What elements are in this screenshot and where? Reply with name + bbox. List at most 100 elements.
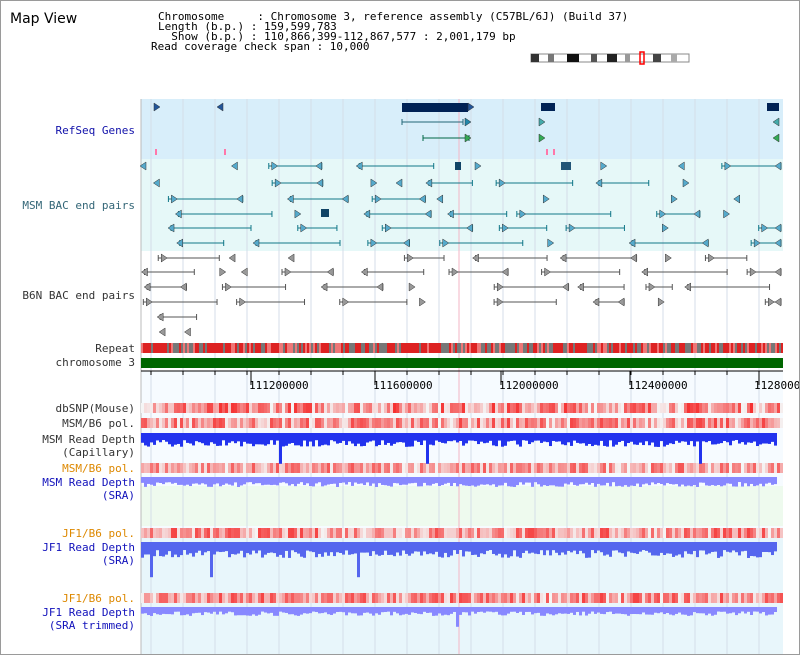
msm-b6-pol-heat-cell xyxy=(234,418,237,428)
msm-b6-pol-heat-cell xyxy=(231,418,234,428)
msm-sra-depth-bar xyxy=(732,477,735,487)
track-label-msm-read-depth[interactable]: MSM Read Depth xyxy=(42,433,135,446)
msm-b6-pol-sra-heat-cell xyxy=(375,463,378,473)
repeat-block xyxy=(339,343,341,353)
dbsnp-heat-cell xyxy=(195,403,198,413)
msm-bac-cluster xyxy=(455,162,461,170)
msm-capillary-depth-bar xyxy=(267,433,270,445)
jf1-sra-depth-bar xyxy=(309,542,312,552)
track-label-jf1-depth[interactable]: JF1 Read Depth xyxy=(42,541,135,554)
dbsnp-heat-cell xyxy=(462,403,465,413)
msm-b6-pol-heat-cell xyxy=(495,418,498,428)
dbsnp-heat-cell xyxy=(414,403,417,413)
jf1-sra-depth-bar xyxy=(723,542,726,551)
repeat-block xyxy=(213,343,215,353)
track-label-jf1-depth-trimmed[interactable]: JF1 Read Depth xyxy=(42,606,135,619)
jf1-sra-depth-bar xyxy=(459,542,462,551)
track-label-jf1-b6-pol-2[interactable]: JF1/B6 pol. xyxy=(62,592,135,605)
jf1-b6-pol-2-heat-cell xyxy=(540,593,543,603)
repeat-block xyxy=(247,343,249,353)
b6n-bac-end xyxy=(617,297,625,307)
msm-sra-depth-bar xyxy=(528,477,531,483)
jf1-b6-pol-2-heat-cell xyxy=(162,593,165,603)
jf1-sra-depth-bar xyxy=(729,542,732,553)
repeat-block xyxy=(407,343,409,353)
dbsnp-heat-cell xyxy=(741,403,744,413)
jf1-b6-pol-heat-cell xyxy=(624,528,627,538)
jf1-b6-pol-2-heat-cell xyxy=(294,593,297,603)
track-label-msm-b6-pol-sra[interactable]: MSM/B6 pol. xyxy=(62,462,135,475)
msm-b6-pol-sra-heat-cell xyxy=(504,463,507,473)
msm-sra-depth-bar xyxy=(222,477,225,485)
msm-bac-end xyxy=(600,161,608,171)
jf1-sra-depth-bar xyxy=(741,542,744,552)
jf1-sra-trimmed-depth-bar xyxy=(681,607,684,615)
msm-b6-pol-sra-heat-cell xyxy=(507,463,510,473)
jf1-b6-pol-2-heat-cell xyxy=(693,593,696,603)
jf1-sra-depth-bar xyxy=(750,542,753,557)
msm-sra-depth-bar xyxy=(378,477,381,484)
msm-b6-pol-heat-cell xyxy=(621,418,624,428)
msm-b6-pol-sra-heat-cell xyxy=(417,463,420,473)
repeat-block xyxy=(595,343,597,353)
msm-sra-depth-bar xyxy=(360,477,363,484)
jf1-sra-depth-bar xyxy=(648,542,651,553)
msm-capillary-depth-bar xyxy=(438,433,441,442)
msm-sra-depth-bar xyxy=(252,477,255,485)
track-label-refseq[interactable]: RefSeq Genes xyxy=(55,124,135,137)
msm-b6-pol-sra-heat-cell xyxy=(387,463,390,473)
repeat-block xyxy=(565,343,567,353)
jf1-sra-depth-bar xyxy=(210,542,213,578)
track-label-dbsnp[interactable]: dbSNP(Mouse) xyxy=(55,402,135,415)
msm-b6-pol-heat-cell xyxy=(732,418,735,428)
jf1-sra-trimmed-depth-bar xyxy=(603,607,606,615)
msm-sra-depth-bar xyxy=(228,477,231,485)
repeat-block xyxy=(361,343,363,353)
dbsnp-heat-cell xyxy=(153,403,156,413)
track-label-msm-sra-depth[interactable]: MSM Read Depth xyxy=(42,476,135,489)
refseq-small-mark xyxy=(155,149,157,155)
msm-sra-depth-bar xyxy=(315,477,318,484)
msm-bac-end xyxy=(363,209,371,219)
msm-b6-pol-sra-heat-cell xyxy=(561,463,564,473)
jf1-b6-pol-2-heat-cell xyxy=(147,593,150,603)
jf1-b6-pol-heat-cell xyxy=(399,528,402,538)
jf1-sra-depth-bar xyxy=(486,542,489,551)
msm-capillary-depth-bar xyxy=(180,433,183,447)
msm-b6-pol-heat-cell xyxy=(276,418,279,428)
repeat-block xyxy=(163,343,165,353)
dbsnp-heat-cell xyxy=(714,403,717,413)
jf1-b6-pol-2-heat-cell xyxy=(414,593,417,603)
jf1-b6-pol-2-heat-cell xyxy=(306,593,309,603)
repeat-block xyxy=(551,343,553,353)
jf1-sra-depth-bar xyxy=(312,542,315,553)
msm-sra-depth-bar xyxy=(657,477,660,484)
msm-b6-pol-heat-cell xyxy=(618,418,621,428)
jf1-b6-pol-2-heat-cell xyxy=(615,593,618,603)
jf1-sra-depth-bar xyxy=(627,542,630,552)
jf1-b6-pol-2-heat-cell xyxy=(192,593,195,603)
msm-capillary-depth-bar xyxy=(222,433,225,441)
msm-capillary-depth-bar xyxy=(165,433,168,442)
track-label-msm-b6-pol[interactable]: MSM/B6 pol. xyxy=(62,417,135,430)
track-label-msm-bac[interactable]: MSM BAC end pairs xyxy=(22,199,135,212)
jf1-sra-depth-bar xyxy=(711,542,714,552)
msm-b6-pol-sra-heat-cell xyxy=(771,463,774,473)
jf1-sra-depth-bar xyxy=(474,542,477,555)
msm-sra-depth-bar xyxy=(240,477,243,486)
repeat-block xyxy=(287,343,289,353)
msm-bac-end xyxy=(542,194,550,204)
track-label-jf1-b6-pol[interactable]: JF1/B6 pol. xyxy=(62,527,135,540)
msm-sra-depth-bar xyxy=(246,477,249,483)
jf1-sra-trimmed-depth-bar xyxy=(558,607,561,614)
jf1-sra-trimmed-depth-bar xyxy=(231,607,234,613)
jf1-b6-pol-heat-cell xyxy=(441,528,444,538)
track-label-b6n-bac[interactable]: B6N BAC end pairs xyxy=(22,289,135,302)
msm-capillary-depth-bar xyxy=(480,433,483,442)
repeat-block xyxy=(459,343,461,353)
repeat-block xyxy=(665,343,667,353)
jf1-sra-trimmed-depth-bar xyxy=(723,607,726,612)
msm-sra-depth-bar xyxy=(396,477,399,484)
repeat-block xyxy=(647,343,649,353)
